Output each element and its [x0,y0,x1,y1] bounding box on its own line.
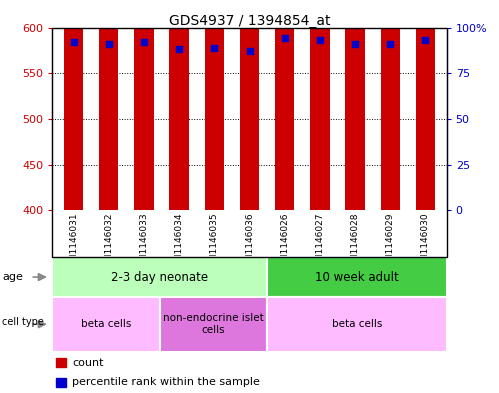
Text: GSM1146031: GSM1146031 [69,213,78,273]
Text: GSM1146027: GSM1146027 [315,213,324,273]
Text: GSM1146028: GSM1146028 [351,213,360,273]
Point [210,44,218,51]
Text: GSM1146033: GSM1146033 [139,213,148,273]
Text: 2-3 day neonate: 2-3 day neonate [111,270,209,284]
Text: non-endocrine islet
cells: non-endocrine islet cells [163,314,264,335]
Bar [275,0,294,210]
Text: cell type: cell type [2,317,44,327]
Bar [170,0,189,210]
Text: count: count [72,358,104,368]
Point [105,41,113,47]
Text: GSM1146029: GSM1146029 [386,213,395,273]
Text: GSM1146034: GSM1146034 [175,213,184,273]
Text: GSM1146036: GSM1146036 [245,213,254,273]
Bar [267,297,447,352]
Text: age: age [2,272,23,282]
Text: beta cells: beta cells [81,319,131,329]
Point [281,35,289,42]
Bar [134,0,154,210]
Bar [99,0,118,210]
Point [140,39,148,45]
Bar [240,0,259,210]
Point [69,39,77,45]
Bar [56,358,66,367]
Bar [310,0,329,210]
Bar [52,257,267,297]
Point [386,41,394,47]
Text: GSM1146026: GSM1146026 [280,213,289,273]
Bar [52,297,160,352]
Text: GSM1146035: GSM1146035 [210,213,219,273]
Bar [56,378,66,387]
Text: percentile rank within the sample: percentile rank within the sample [72,377,260,387]
Text: 10 week adult: 10 week adult [315,270,399,284]
Text: beta cells: beta cells [332,319,382,329]
Bar [345,0,365,210]
Point [316,37,324,44]
Text: GSM1146030: GSM1146030 [421,213,430,273]
Text: GDS4937 / 1394854_at: GDS4937 / 1394854_at [169,14,330,28]
Bar [416,0,435,210]
Point [422,37,430,44]
Bar [381,0,400,210]
Text: GSM1146032: GSM1146032 [104,213,113,273]
Point [246,48,253,54]
Bar [205,0,224,210]
Bar [160,297,267,352]
Point [351,41,359,47]
Bar [267,257,447,297]
Point [175,46,183,53]
Bar [64,0,83,210]
